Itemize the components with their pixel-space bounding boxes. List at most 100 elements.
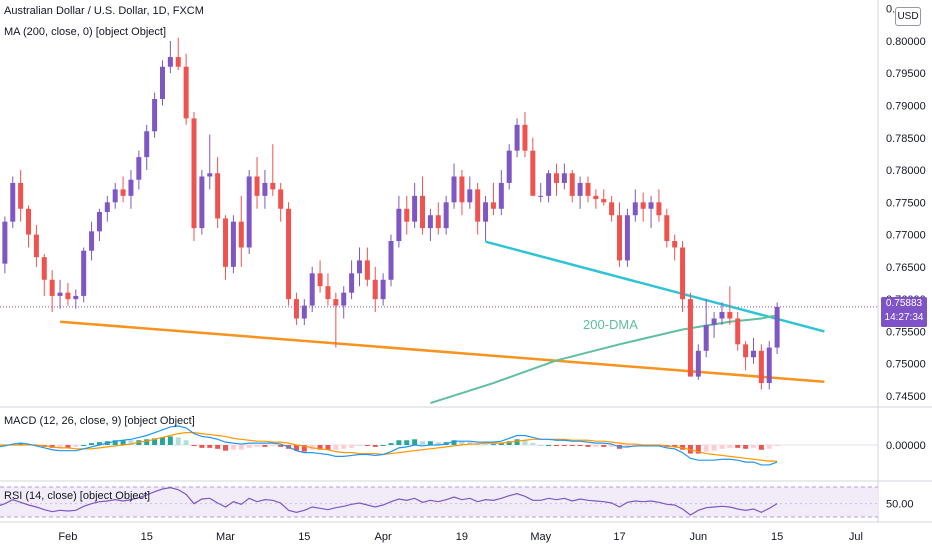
- time-tick-label: Apr: [375, 531, 392, 543]
- candle-body: [498, 182, 504, 209]
- time-tick-label: Mar: [216, 531, 235, 543]
- candle: [687, 292, 693, 377]
- candle: [585, 176, 591, 203]
- dma-annotation: 200-DMA: [583, 317, 638, 332]
- candle: [490, 182, 496, 216]
- candle-body: [325, 286, 331, 300]
- candle: [388, 234, 394, 287]
- macd-line: [0, 425, 778, 466]
- candle: [26, 205, 32, 248]
- candle-body: [26, 208, 32, 235]
- candle: [467, 176, 473, 209]
- macd-histogram-bar: [695, 445, 701, 454]
- macd-histogram-bar: [396, 440, 402, 445]
- macd-histogram-bar: [96, 442, 102, 445]
- time-tick-label: 15: [298, 531, 310, 543]
- candle-body: [766, 347, 772, 384]
- ma200-line: [430, 314, 778, 405]
- grid-layer: [0, 0, 932, 523]
- macd-histogram-bar: [538, 445, 544, 446]
- candle: [65, 282, 71, 306]
- axis-layer: 0.80000 0.79500 0.79000 0.78500 0.78000 0.775…: [58, 4, 925, 543]
- candle-body: [396, 208, 402, 242]
- macd-histogram-bar: [57, 445, 63, 448]
- candle: [743, 341, 749, 371]
- candle-body: [301, 305, 307, 319]
- macd-histogram-bar: [601, 445, 607, 447]
- candle: [104, 195, 110, 222]
- candle: [553, 163, 559, 196]
- candle-body: [609, 202, 615, 216]
- candle-body: [593, 195, 599, 200]
- macd-histogram-bar: [120, 440, 126, 445]
- candle-body: [246, 176, 252, 248]
- ma-legend: MA (200, close, 0) [object Object]: [4, 26, 166, 38]
- candle: [120, 176, 126, 203]
- rsi-mid-label: 50.00: [886, 499, 914, 511]
- candle-body: [41, 257, 47, 280]
- candle: [750, 337, 756, 364]
- candle-body: [136, 157, 142, 180]
- macd-histogram-bar: [498, 443, 504, 445]
- candle: [364, 247, 370, 287]
- macd-histogram-bar: [246, 445, 252, 448]
- candle: [112, 182, 118, 209]
- candle-body: [632, 202, 638, 216]
- candle-body: [270, 182, 276, 190]
- candle: [144, 124, 150, 171]
- macd-histogram-bar: [750, 445, 756, 448]
- macd-histogram-bar: [530, 443, 536, 445]
- candle-body: [538, 195, 544, 197]
- candle-body: [388, 241, 394, 280]
- macd-signal-line: [0, 432, 778, 462]
- candle-body: [33, 234, 39, 258]
- candle-body: [546, 173, 552, 196]
- candle: [561, 163, 567, 190]
- candle-body: [380, 279, 386, 300]
- macd-histogram-bar: [727, 445, 733, 448]
- time-tick-label: Jul: [849, 531, 863, 543]
- candle: [758, 344, 764, 390]
- macd-histogram-bar: [364, 445, 370, 446]
- macd-histogram-bar: [262, 445, 268, 447]
- price-tick-label: 0.75000: [886, 359, 926, 371]
- candle-body: [2, 221, 8, 264]
- candle: [2, 216, 8, 274]
- candle-body: [49, 279, 55, 296]
- candle-body: [435, 215, 441, 229]
- candle-body: [152, 99, 158, 132]
- candle-body: [735, 318, 741, 345]
- candle: [451, 163, 457, 209]
- candles-layer: [2, 37, 780, 390]
- candle-body: [128, 179, 134, 196]
- candle: [215, 157, 221, 229]
- candle: [73, 289, 79, 309]
- macd-histogram-bar: [577, 445, 583, 446]
- macd-histogram-bar: [356, 445, 362, 446]
- candle: [286, 202, 292, 306]
- macd-histogram-bar: [435, 442, 441, 445]
- currency-button[interactable]: USD: [895, 7, 921, 26]
- macd-histogram-bar: [112, 440, 118, 445]
- macd-histogram-bar: [73, 445, 79, 447]
- candle-body: [89, 231, 95, 251]
- candle: [435, 202, 441, 235]
- candle: [672, 234, 678, 261]
- candle-body: [451, 176, 457, 203]
- price-tick-label: 0.79000: [886, 100, 926, 112]
- candle-body: [112, 189, 118, 203]
- candle-body: [467, 189, 473, 203]
- candle: [735, 312, 741, 351]
- candle-body: [672, 241, 678, 248]
- macd-histogram-bar: [672, 445, 678, 447]
- price-tick-label: 0.: [886, 4, 895, 16]
- candle-body: [96, 211, 102, 232]
- candle: [412, 182, 418, 229]
- candle-body: [490, 202, 496, 209]
- candle: [420, 176, 426, 235]
- candle: [664, 208, 670, 248]
- macd-histogram-bar: [183, 440, 189, 445]
- candle-body: [65, 292, 71, 300]
